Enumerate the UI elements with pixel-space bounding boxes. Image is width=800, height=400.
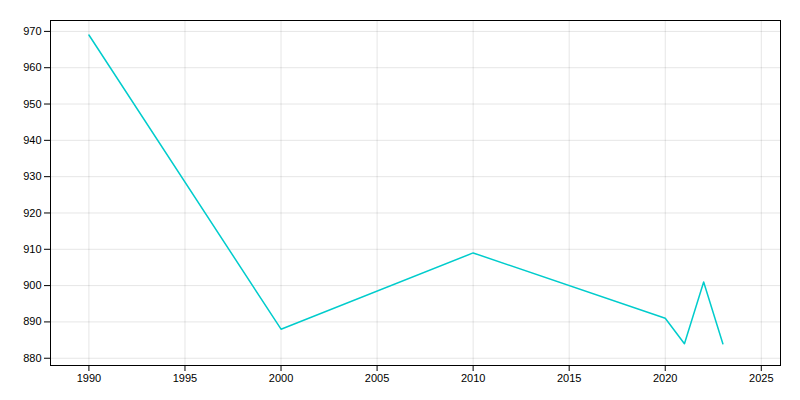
svg-text:950: 950 bbox=[23, 98, 41, 110]
svg-text:940: 940 bbox=[23, 134, 41, 146]
svg-text:1990: 1990 bbox=[77, 372, 101, 384]
svg-text:2000: 2000 bbox=[269, 372, 293, 384]
svg-text:890: 890 bbox=[23, 315, 41, 327]
svg-text:960: 960 bbox=[23, 61, 41, 73]
svg-text:930: 930 bbox=[23, 170, 41, 182]
svg-text:2025: 2025 bbox=[749, 372, 773, 384]
svg-text:910: 910 bbox=[23, 243, 41, 255]
svg-text:880: 880 bbox=[23, 352, 41, 364]
svg-text:2015: 2015 bbox=[557, 372, 581, 384]
svg-text:900: 900 bbox=[23, 279, 41, 291]
svg-text:2020: 2020 bbox=[653, 372, 677, 384]
svg-text:1995: 1995 bbox=[173, 372, 197, 384]
svg-text:920: 920 bbox=[23, 206, 41, 218]
svg-text:2005: 2005 bbox=[365, 372, 389, 384]
svg-text:970: 970 bbox=[23, 25, 41, 37]
svg-text:2010: 2010 bbox=[461, 372, 485, 384]
